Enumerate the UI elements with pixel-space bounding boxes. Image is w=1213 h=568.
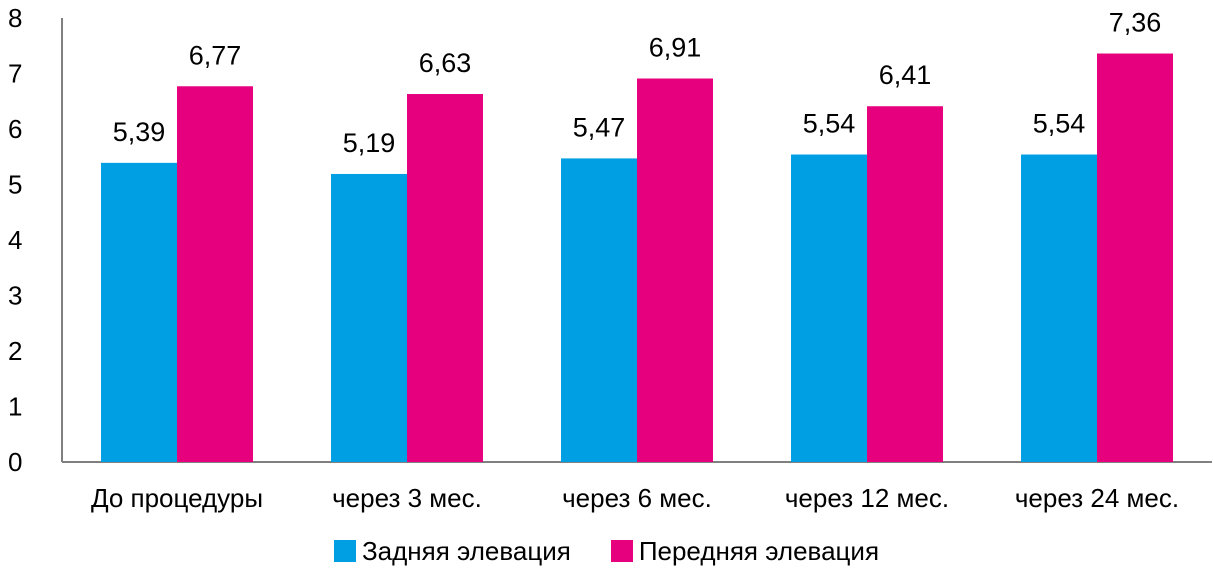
bar-series-1 [1021, 154, 1097, 462]
bar-series-2 [1097, 53, 1173, 463]
bar-series-2 [177, 86, 253, 462]
legend-item-series-2: Передняя элевация [610, 535, 880, 567]
data-label-series-2: 6,77 [189, 40, 242, 70]
data-label-series-1: 5,19 [343, 128, 396, 158]
legend: Задняя элевация Передняя элевация [0, 534, 1213, 568]
y-tick-label: 2 [8, 336, 22, 366]
category-label: через 24 мес. [1015, 483, 1179, 513]
y-tick-label: 0 [8, 447, 22, 477]
data-label-series-1: 5,47 [573, 112, 626, 142]
bar-series-2 [637, 78, 713, 463]
data-label-series-2: 6,63 [419, 48, 472, 78]
bar-series-1 [331, 173, 407, 462]
category-label: через 6 мес. [562, 483, 712, 513]
category-label: До процедуры [91, 483, 263, 513]
y-tick-label: 6 [8, 114, 22, 144]
category-labels: До процедуры через 3 мес. через 6 мес. чере… [91, 483, 1179, 513]
legend-label-series-2: Передняя элевация [638, 535, 880, 566]
bar-series-1 [101, 162, 177, 463]
category-label: через 3 мес. [332, 483, 482, 513]
bar-series-2 [867, 106, 943, 463]
y-tick-label: 4 [8, 225, 22, 255]
bar-series-2 [407, 94, 483, 462]
bar-series-1 [791, 154, 867, 462]
legend-item-series-1: Задняя элевация [333, 535, 571, 567]
data-label-series-1: 5,54 [1033, 109, 1086, 139]
data-label-series-2: 6,91 [649, 32, 702, 62]
y-tick-labels: 0 1 2 3 4 5 6 7 8 [8, 3, 22, 477]
y-tick-label: 3 [8, 281, 22, 311]
data-label-series-1: 5,39 [113, 117, 166, 147]
legend-label-series-1: Задняя элевация [361, 535, 571, 566]
y-tick-label: 8 [8, 3, 22, 33]
data-label-series-2: 7,36 [1109, 8, 1162, 38]
category-label: через 12 мес. [785, 483, 949, 513]
bars [101, 53, 1173, 463]
legend-swatch-series-2 [610, 540, 633, 562]
y-tick-label: 5 [8, 170, 22, 200]
y-tick-label: 7 [8, 59, 22, 89]
bar-chart: 0 1 2 3 4 5 6 7 8 5,39 5,19 5,47 5,54 5,54 6,77 6,63 6,… [8, 3, 1212, 513]
data-labels: 5,39 5,19 5,47 5,54 5,54 6,77 6,63 6,91 6,41 7,36 [113, 8, 1162, 158]
data-label-series-2: 6,41 [879, 60, 932, 90]
legend-swatch-series-1 [333, 540, 356, 562]
y-tick-label: 1 [8, 392, 22, 422]
data-label-series-1: 5,54 [803, 109, 856, 139]
bar-series-1 [561, 158, 637, 463]
